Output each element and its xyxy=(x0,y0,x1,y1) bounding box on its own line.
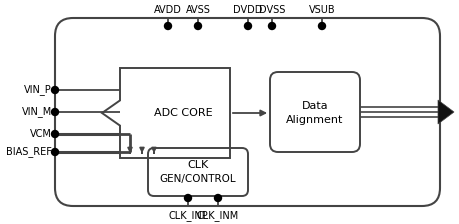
Bar xyxy=(438,109,445,116)
Text: GEN/CONTROL: GEN/CONTROL xyxy=(159,174,236,184)
Text: Data: Data xyxy=(301,101,328,111)
Circle shape xyxy=(51,108,58,116)
Text: VIN_P: VIN_P xyxy=(24,84,52,95)
Circle shape xyxy=(184,194,191,202)
Text: D[0:11]: D[0:11] xyxy=(457,107,459,117)
Text: CLK_INM: CLK_INM xyxy=(196,210,239,221)
Text: VIN_M: VIN_M xyxy=(22,107,52,117)
Circle shape xyxy=(51,131,58,138)
Text: CLK: CLK xyxy=(187,160,208,170)
Text: ADC CORE: ADC CORE xyxy=(153,108,212,118)
Text: Alignment: Alignment xyxy=(285,115,343,125)
Polygon shape xyxy=(437,100,453,124)
Text: AVSS: AVSS xyxy=(185,5,210,15)
Text: DVDD: DVDD xyxy=(233,5,262,15)
Circle shape xyxy=(51,86,58,93)
Circle shape xyxy=(164,22,171,30)
Text: VCM: VCM xyxy=(30,129,52,139)
Circle shape xyxy=(51,149,58,155)
Circle shape xyxy=(214,194,221,202)
Text: AVDD: AVDD xyxy=(154,5,182,15)
Circle shape xyxy=(194,22,201,30)
Circle shape xyxy=(318,22,325,30)
Circle shape xyxy=(268,22,275,30)
Text: BIAS_REF: BIAS_REF xyxy=(6,146,52,157)
Text: CLK_INP: CLK_INP xyxy=(168,210,207,221)
Circle shape xyxy=(244,22,251,30)
Text: VSUB: VSUB xyxy=(308,5,335,15)
Text: DVSS: DVSS xyxy=(258,5,285,15)
